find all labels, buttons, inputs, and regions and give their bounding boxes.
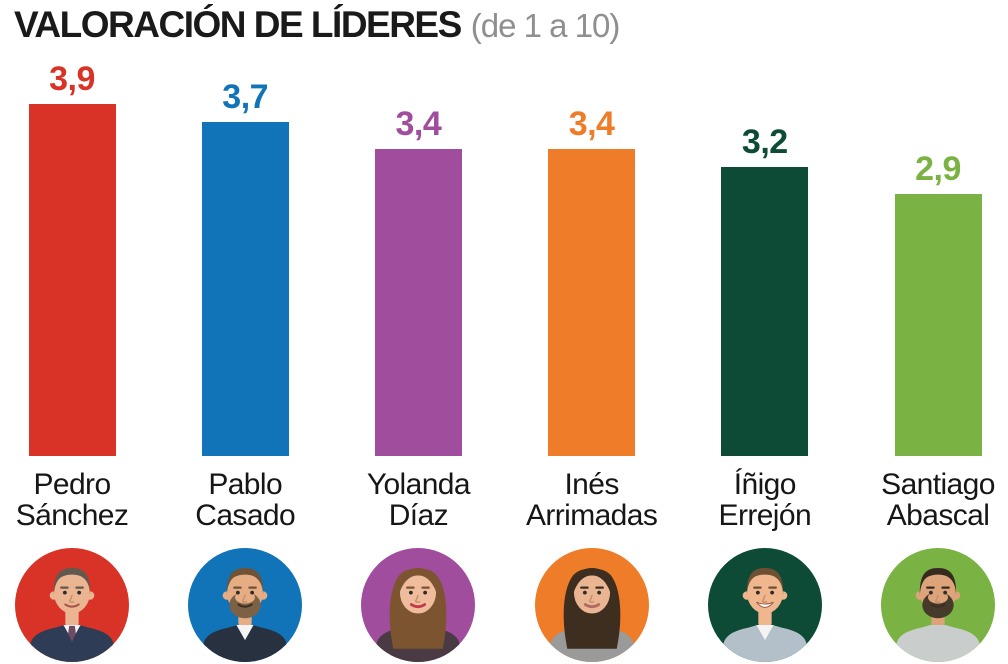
leader-last-name: Abascal <box>886 499 990 532</box>
leader-last-name: Arrimadas <box>525 499 658 532</box>
bar-value-label: 3,2 <box>741 123 788 161</box>
leader-first-name: Pedro <box>33 468 111 501</box>
leader-name: Inés Arrimadas <box>504 469 680 531</box>
leader-portrait-photo <box>15 548 129 662</box>
leader-name: Santiago Abascal <box>850 469 1008 531</box>
leader-first-name: Inés <box>564 468 619 501</box>
rating-bar <box>201 122 289 456</box>
leader-first-name: Íñigo <box>733 468 797 501</box>
leader-name: Pablo Casado <box>157 469 333 531</box>
leader-name: Íñigo Errejón <box>677 469 853 531</box>
leader-name: Yolanda Díaz <box>330 469 506 531</box>
leader-first-name: Santiago <box>881 468 995 501</box>
leader-last-name: Sánchez <box>15 499 129 532</box>
leader-last-name: Casado <box>195 499 296 532</box>
leader-portrait-photo <box>534 548 649 662</box>
rating-bar <box>548 149 636 456</box>
leader-portrait-photo <box>188 548 303 662</box>
leader-portrait-photo <box>881 548 995 662</box>
chart-title: VALORACIÓN DE LÍDERES (de 1 a 10) <box>14 4 621 46</box>
bar-value-label: 3,9 <box>49 60 95 98</box>
chart-title-main: VALORACIÓN DE LÍDERES <box>14 4 462 45</box>
leader-portrait-photo <box>361 548 476 662</box>
rating-bar <box>374 149 462 456</box>
rating-bar <box>721 167 809 456</box>
bar-value-label: 3,7 <box>222 78 269 116</box>
chart-title-scale-note: (de 1 a 10) <box>470 7 621 44</box>
leader-last-name: Errejón <box>718 499 812 532</box>
leader-name: Pedro Sánchez <box>0 469 160 531</box>
bar-value-label: 3,4 <box>395 105 442 143</box>
leader-portrait-photo <box>707 548 822 662</box>
bar-value-label: 2,9 <box>915 150 961 188</box>
leader-first-name: Yolanda <box>366 468 471 501</box>
leader-first-name: Pablo <box>208 468 283 501</box>
leader-last-name: Díaz <box>388 499 449 532</box>
bar-value-label: 3,4 <box>568 105 615 143</box>
rating-bar <box>28 104 116 456</box>
rating-bar <box>894 194 982 456</box>
